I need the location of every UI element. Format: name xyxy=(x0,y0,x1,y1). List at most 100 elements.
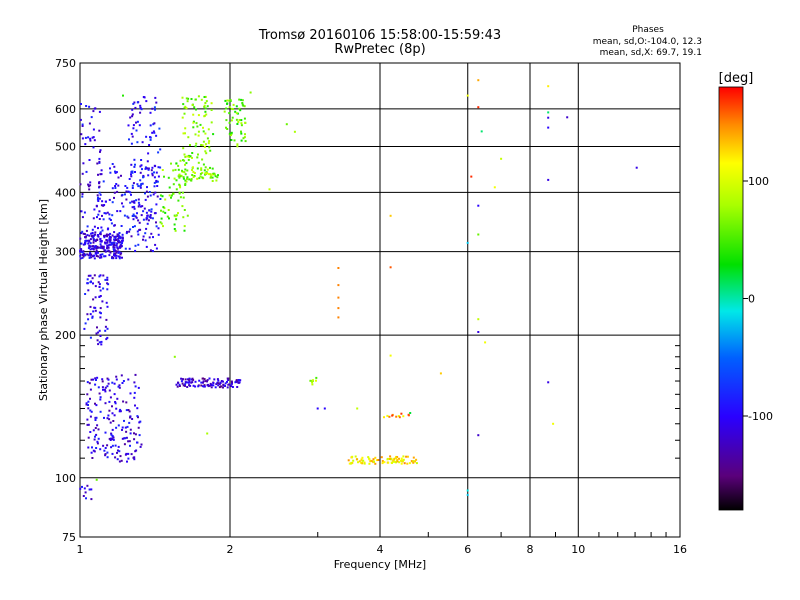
data-point xyxy=(182,147,185,150)
data-point xyxy=(133,432,135,435)
data-point xyxy=(355,458,358,461)
data-point xyxy=(125,401,128,404)
data-point xyxy=(477,331,480,333)
data-point xyxy=(108,418,111,421)
data-point xyxy=(79,183,82,186)
data-point xyxy=(230,139,233,141)
data-point xyxy=(182,216,185,219)
data-point xyxy=(173,355,176,358)
data-point xyxy=(81,172,84,175)
data-point xyxy=(89,415,92,418)
data-point xyxy=(227,379,230,381)
data-point xyxy=(214,386,217,389)
data-point xyxy=(151,174,154,177)
data-point xyxy=(139,179,142,182)
data-point xyxy=(204,110,207,113)
data-point xyxy=(82,255,85,258)
data-point xyxy=(99,237,102,240)
data-point xyxy=(92,128,95,131)
data-point xyxy=(177,168,180,171)
data-point xyxy=(100,312,102,315)
data-point xyxy=(87,404,89,406)
data-point xyxy=(102,247,105,250)
data-point xyxy=(89,281,92,284)
data-point xyxy=(106,235,109,238)
data-point xyxy=(80,103,82,105)
data-point xyxy=(131,113,134,116)
data-point xyxy=(106,239,109,242)
data-point xyxy=(108,400,111,403)
data-point xyxy=(88,234,91,237)
data-point xyxy=(89,388,92,391)
data-point xyxy=(111,438,114,441)
data-point xyxy=(189,144,191,146)
data-point xyxy=(114,401,117,403)
data-point xyxy=(211,180,214,182)
data-point xyxy=(93,139,96,142)
data-point xyxy=(157,175,160,178)
data-point xyxy=(206,379,209,382)
data-point xyxy=(116,246,119,249)
data-point xyxy=(129,416,131,419)
data-point xyxy=(236,112,239,115)
data-point xyxy=(104,402,107,405)
data-point xyxy=(94,309,97,312)
data-point xyxy=(184,105,187,108)
data-point xyxy=(129,432,132,435)
data-point xyxy=(99,316,102,319)
data-point xyxy=(184,163,186,166)
data-point xyxy=(96,216,98,219)
data-point xyxy=(92,378,95,381)
data-point xyxy=(120,225,123,227)
data-point xyxy=(183,209,186,211)
data-point xyxy=(635,166,638,169)
data-point xyxy=(209,149,212,152)
data-point xyxy=(140,159,143,161)
data-point xyxy=(159,148,162,151)
data-point xyxy=(94,416,97,419)
data-point xyxy=(118,236,121,239)
data-point xyxy=(268,188,271,191)
data-point xyxy=(234,381,237,384)
data-point xyxy=(370,459,373,462)
data-point xyxy=(81,125,84,127)
data-point xyxy=(99,246,102,249)
data-point xyxy=(405,455,408,458)
data-point xyxy=(137,198,140,201)
data-point xyxy=(204,380,207,383)
data-point xyxy=(111,214,114,217)
data-point xyxy=(367,456,370,459)
data-point xyxy=(92,146,95,149)
data-point xyxy=(95,416,98,419)
data-point xyxy=(380,456,383,459)
data-point xyxy=(87,183,90,186)
data-point xyxy=(92,217,95,220)
data-point xyxy=(311,381,314,384)
data-point xyxy=(238,119,241,121)
data-point xyxy=(108,254,111,257)
data-point xyxy=(122,94,124,97)
data-point xyxy=(197,95,200,98)
data-point xyxy=(89,238,92,241)
data-point xyxy=(116,242,119,245)
x-axis-label: Frequency [MHz] xyxy=(334,558,426,571)
data-point xyxy=(94,377,97,380)
data-point xyxy=(87,242,90,245)
data-point xyxy=(131,200,134,203)
data-point xyxy=(136,441,138,444)
data-point xyxy=(224,99,227,102)
data-point xyxy=(167,176,170,179)
data-point xyxy=(188,156,191,158)
data-point xyxy=(81,137,84,140)
data-point xyxy=(107,227,110,230)
data-point xyxy=(110,243,113,246)
data-point xyxy=(144,166,147,169)
data-point xyxy=(81,230,84,233)
data-point xyxy=(97,255,100,258)
data-point xyxy=(477,204,480,207)
data-point xyxy=(96,339,99,342)
data-point xyxy=(230,382,233,385)
data-point xyxy=(117,251,120,254)
data-point xyxy=(377,459,380,461)
data-point xyxy=(98,110,101,113)
